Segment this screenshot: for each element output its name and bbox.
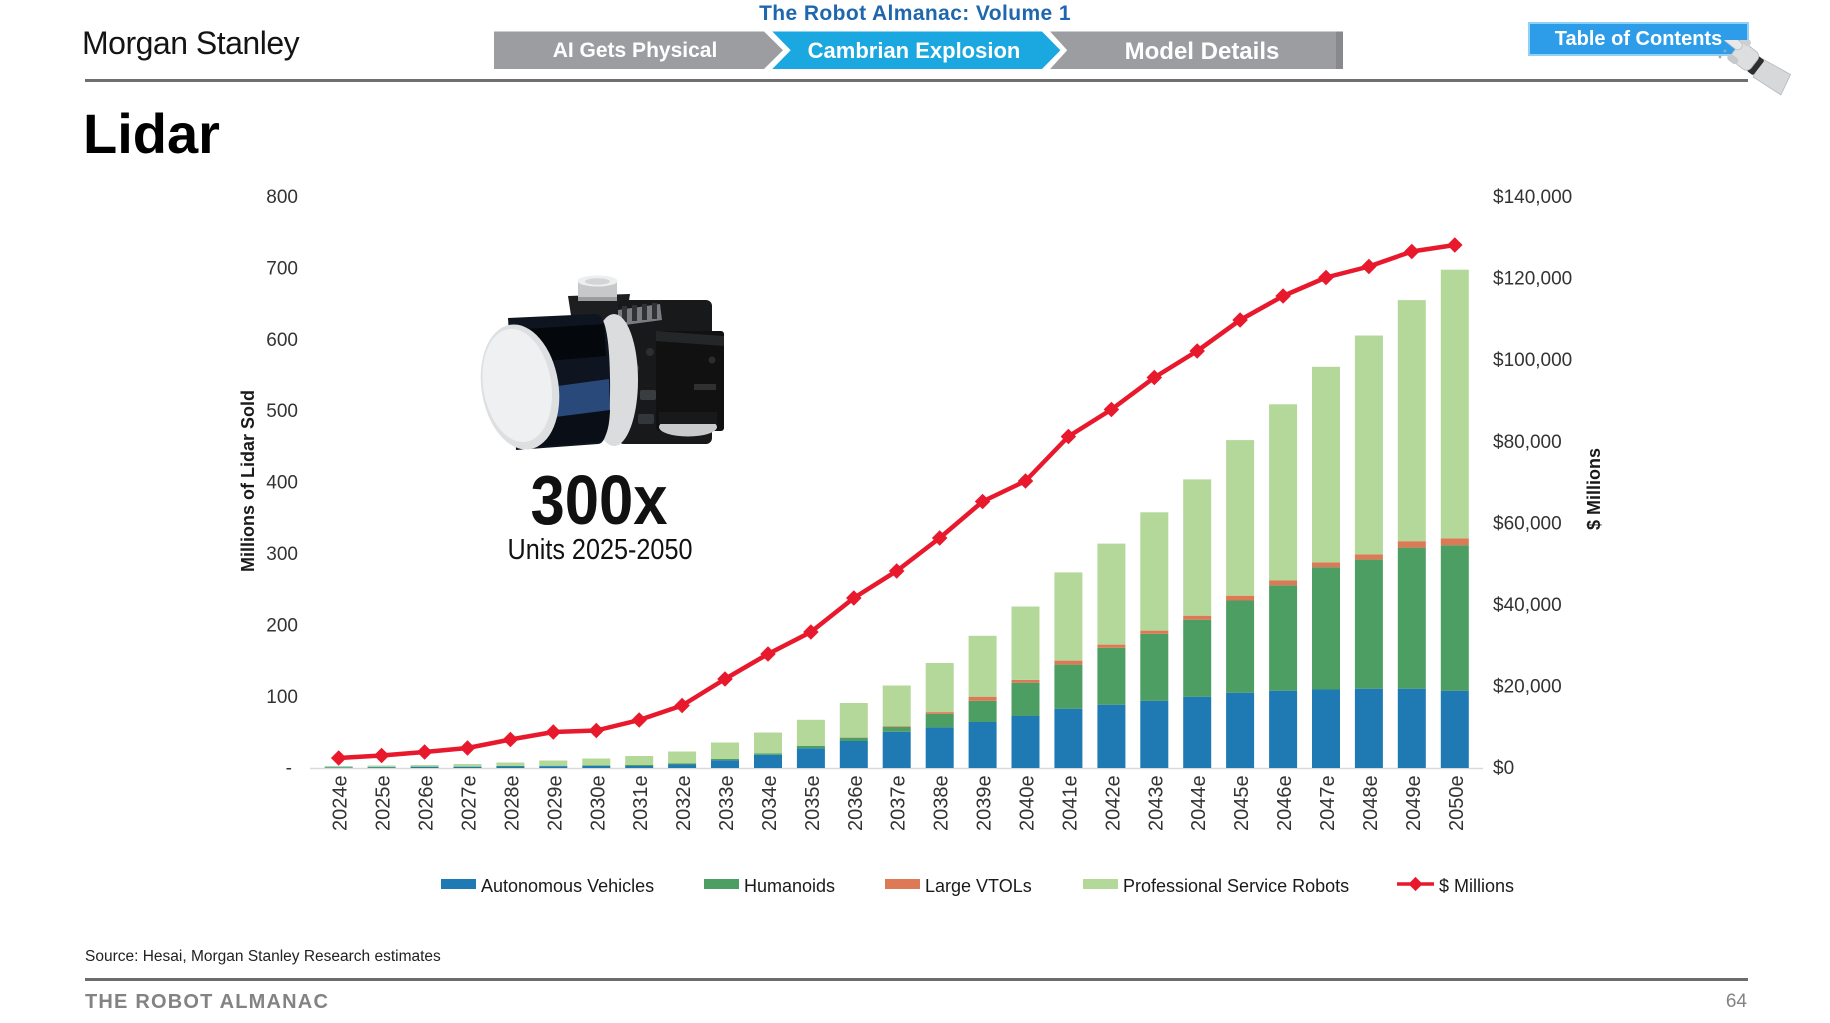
svg-text:2030e: 2030e: [587, 775, 609, 831]
svg-text:300: 300: [266, 544, 298, 565]
svg-text:$40,000: $40,000: [1493, 595, 1562, 616]
svg-text:$20,000: $20,000: [1493, 677, 1562, 698]
svg-text:2043e: 2043e: [1145, 775, 1167, 831]
svg-text:2034e: 2034e: [759, 775, 781, 831]
svg-text:2048e: 2048e: [1360, 775, 1382, 831]
svg-text:2029e: 2029e: [544, 775, 566, 831]
svg-text:2046e: 2046e: [1274, 775, 1296, 831]
svg-text:700: 700: [266, 258, 298, 279]
svg-text:$140,000: $140,000: [1493, 187, 1572, 208]
svg-text:2049e: 2049e: [1403, 775, 1425, 831]
svg-text:Millions of Lidar Sold: Millions of Lidar Sold: [238, 390, 258, 572]
svg-text:800: 800: [266, 187, 298, 208]
svg-text:400: 400: [266, 473, 298, 494]
svg-text:Model Details: Model Details: [1125, 38, 1280, 65]
svg-text:2031e: 2031e: [630, 775, 652, 831]
svg-text:2036e: 2036e: [845, 775, 867, 831]
svg-text:2026e: 2026e: [416, 775, 438, 831]
svg-text:Large VTOLs: Large VTOLs: [925, 876, 1032, 896]
svg-text:Units 2025-2050: Units 2025-2050: [508, 534, 693, 566]
svg-text:$60,000: $60,000: [1493, 513, 1562, 534]
svg-text:2024e: 2024e: [330, 775, 352, 831]
svg-text:200: 200: [266, 615, 298, 636]
svg-text:2035e: 2035e: [802, 775, 824, 831]
svg-text:2041e: 2041e: [1059, 775, 1081, 831]
svg-text:2047e: 2047e: [1317, 775, 1339, 831]
svg-text:2045e: 2045e: [1231, 775, 1253, 831]
svg-text:$120,000: $120,000: [1493, 269, 1572, 290]
svg-text:2050e: 2050e: [1446, 775, 1468, 831]
svg-text:600: 600: [266, 330, 298, 351]
svg-text:2044e: 2044e: [1188, 775, 1210, 831]
svg-text:2039e: 2039e: [974, 775, 996, 831]
svg-text:2025e: 2025e: [373, 775, 395, 831]
svg-text:2038e: 2038e: [931, 775, 953, 831]
svg-text:$ Millions: $ Millions: [1584, 448, 1604, 530]
svg-text:$80,000: $80,000: [1493, 432, 1562, 453]
svg-text:$ Millions: $ Millions: [1439, 876, 1514, 896]
svg-text:Autonomous Vehicles: Autonomous Vehicles: [481, 876, 654, 896]
svg-text:Humanoids: Humanoids: [744, 876, 835, 896]
svg-text:100: 100: [266, 687, 298, 708]
svg-text:2040e: 2040e: [1017, 775, 1039, 831]
svg-text:2032e: 2032e: [673, 775, 695, 831]
svg-text:2027e: 2027e: [459, 775, 481, 831]
svg-text:2037e: 2037e: [888, 775, 910, 831]
svg-text:2042e: 2042e: [1102, 775, 1124, 831]
svg-text:AI Gets Physical: AI Gets Physical: [553, 39, 718, 62]
svg-text:300x: 300x: [531, 461, 668, 539]
svg-text:$100,000: $100,000: [1493, 350, 1572, 371]
svg-text:Professional Service Robots: Professional Service Robots: [1123, 876, 1349, 896]
svg-text:2028e: 2028e: [501, 775, 523, 831]
svg-text:2033e: 2033e: [716, 775, 738, 831]
svg-text:500: 500: [266, 401, 298, 422]
svg-text:-: -: [286, 758, 292, 779]
svg-text:Cambrian Explosion: Cambrian Explosion: [808, 38, 1021, 63]
svg-text:$0: $0: [1493, 758, 1514, 779]
